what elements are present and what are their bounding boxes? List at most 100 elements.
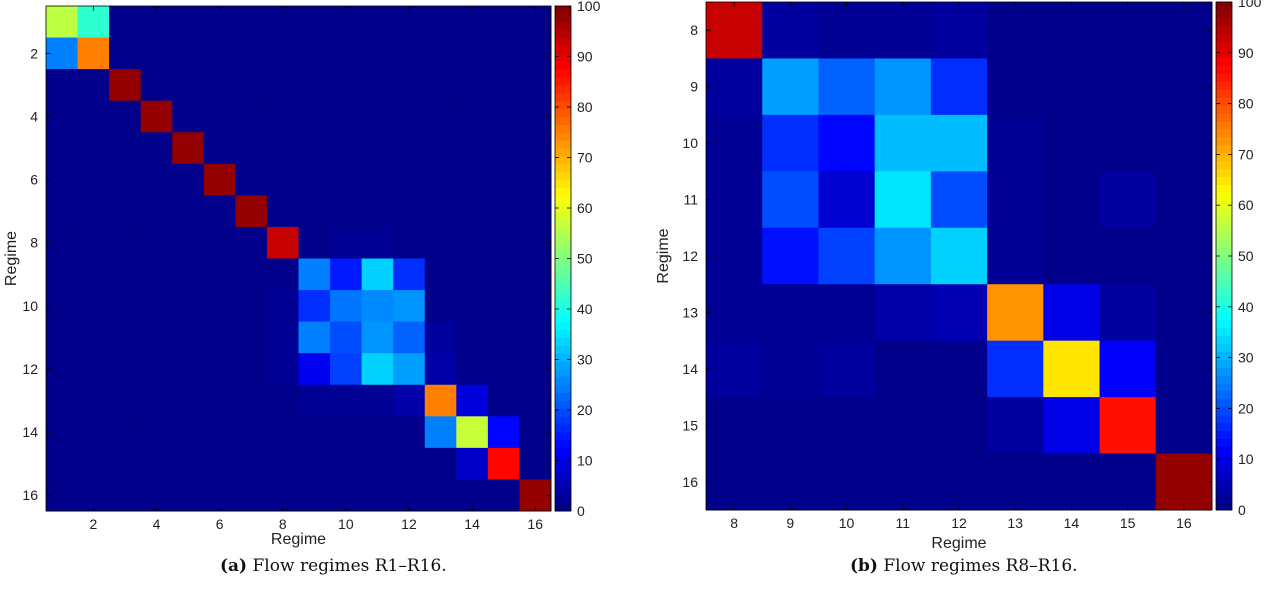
figure-a-cell-r5-c13 (424, 132, 457, 165)
figure-b-cell-r15-c15 (1099, 397, 1157, 455)
figure-b-cell-r16-c9 (762, 453, 819, 511)
figure-b-colorbar-step (1216, 89, 1232, 98)
figure-a-xlabel: Regime (271, 531, 326, 548)
figure-b-colorbar-step (1216, 502, 1232, 511)
figure-a-cell-r11-c5 (172, 321, 205, 354)
figure-a-cell-r10-c2 (77, 290, 110, 323)
figure-b-cell-r14-c13 (987, 340, 1044, 398)
figure-b-colorbar-step (1216, 359, 1232, 368)
figure-a-colorbar-step (555, 155, 571, 165)
figure-b-cell-r8-c11 (874, 2, 932, 59)
figure-a-cell-r1-c1 (46, 6, 79, 39)
figure-a-cell-r4-c8 (266, 100, 299, 133)
figure-a-cell-r14-c9 (298, 416, 331, 449)
figure-b-cell-r12-c14 (1043, 227, 1101, 285)
figure-a-cell-r15-c12 (393, 447, 426, 480)
figure-b-xtick-label: 11 (896, 515, 911, 531)
figure-a-ytick-label: 2 (30, 45, 38, 61)
figure-b-cbtick-label: 90 (1238, 45, 1254, 61)
figure-b-cell-r9-c8 (706, 58, 763, 116)
figure-a-cell-r1-c16 (519, 6, 552, 39)
figure-a-cell-r10-c1 (46, 290, 79, 323)
figure-a-cell-r5-c15 (487, 132, 520, 165)
figure-a-cell-r1-c2 (77, 6, 110, 39)
figure-a-cell-r8-c14 (456, 226, 489, 259)
figure-a-cell-r7-c14 (456, 195, 489, 228)
figure-a-cell-r1-c3 (109, 6, 142, 39)
figure-a-cell-r5-c3 (109, 132, 142, 165)
figure-a-cell-r7-c12 (393, 195, 426, 228)
figure-b-cell-r13-c13 (987, 284, 1044, 342)
figure-a-cell-r12-c9 (298, 353, 331, 386)
figure-a-xtick-label: 10 (338, 516, 354, 532)
figure-a-cell-r11-c10 (330, 321, 363, 354)
figure-b-colorbar-step (1216, 279, 1232, 289)
figure-b-colorbar-step (1216, 486, 1232, 495)
figure-a-colorbar-step (555, 416, 571, 425)
figure-a-cell-r12-c2 (77, 353, 110, 386)
figure-b-colorbar-step (1216, 438, 1232, 447)
figure-a-cell-r10-c12 (393, 290, 426, 323)
figure-a-cell-r5-c9 (298, 132, 331, 165)
figure-a-cell-r11-c8 (266, 321, 299, 354)
figure-a-cell-r5-c14 (456, 132, 489, 165)
figure-b-colorbar-step (1216, 343, 1232, 352)
figure-b-cell-r13-c16 (1155, 284, 1213, 342)
figure-a-cell-r13-c10 (330, 384, 363, 417)
figure-b-colorbar-step (1216, 462, 1232, 471)
figure-b-cell-r8-c9 (762, 2, 819, 59)
figure-b-colorbar-step (1216, 129, 1232, 138)
figure-b-xtick-label: 16 (1176, 515, 1192, 531)
figure-a-colorbar-step (555, 495, 571, 504)
figure-a-cell-r2-c10 (330, 37, 363, 70)
figure-a-colorbar-step (555, 69, 571, 78)
figure-b-colorbar-step (1216, 478, 1232, 487)
figure-a-colorbar: 0 10 20 30 40 50 60 70 80 90 100 (554, 0, 601, 519)
figure-a-cell-r7-c10 (330, 195, 363, 228)
figure-a-cbtick-label: 80 (577, 99, 593, 115)
figure-a-cell-r10-c10 (330, 290, 363, 323)
figure-a-cell-r12-c3 (109, 353, 142, 386)
figure-b-cell-r13-c8 (706, 284, 763, 342)
figure-a-cell-r4-c9 (298, 100, 331, 133)
figure-a-cell-r6-c15 (487, 163, 520, 196)
figure-a-cell-r13-c13 (424, 384, 457, 417)
figure-a-cell-r7-c13 (424, 195, 457, 228)
figure-b-ytick-label: 13 (682, 304, 698, 320)
figure-b-cell-r12-c15 (1099, 227, 1157, 285)
figure-a-cell-r9-c10 (330, 258, 363, 291)
figure-b-colorbar-step (1216, 422, 1232, 432)
figure-a-cell-r10-c15 (487, 290, 520, 323)
figure-a-cell-r11-c4 (140, 321, 173, 354)
figure-b-colorbar-step (1216, 113, 1232, 122)
figure-b-cell-r10-c9 (762, 114, 819, 172)
figure-a-colorbar-step (555, 116, 571, 125)
figure-a-cell-r3-c8 (266, 69, 299, 102)
figure-a-cell-r3-c6 (203, 69, 236, 102)
figure-b-colorbar-step (1216, 65, 1232, 74)
figure-a-colorbar-step (555, 148, 571, 157)
figure-a-cell-r15-c3 (109, 447, 142, 480)
figure-b-ytick-label: 10 (682, 135, 698, 151)
figure-a-cell-r14-c7 (235, 416, 268, 449)
figure-a-cell-r9-c12 (393, 258, 426, 291)
figure-a-cell-r13-c6 (203, 384, 236, 417)
figure-b-colorbar-step (1216, 406, 1232, 416)
caption-b-text: Flow regimes R8–R16. (883, 556, 1078, 576)
figure-a-cell-r6-c7 (235, 163, 268, 196)
figure-b-cell-r8-c15 (1099, 2, 1157, 59)
figure-a-cell-r13-c2 (77, 384, 110, 417)
figure-a-ytick-label: 10 (22, 298, 38, 314)
figure-a-colorbar-step (555, 400, 571, 409)
figure-a-cell-r8-c7 (235, 226, 268, 259)
figure-b-cell-r11-c16 (1155, 171, 1213, 229)
figure-a-cell-r16-c15 (487, 479, 520, 512)
figure-b-cell-r15-c12 (930, 397, 988, 455)
figure-a-cell-r12-c8 (266, 353, 299, 386)
figure-a-colorbar-step (555, 384, 571, 394)
figure-a-cell-r15-c10 (330, 447, 363, 480)
figure-a-cell-r12-c7 (235, 353, 268, 386)
figure-a-colorbar-step (555, 432, 571, 441)
figure-a-cell-r9-c14 (456, 258, 489, 291)
figure-b-cell-r13-c11 (874, 284, 932, 342)
